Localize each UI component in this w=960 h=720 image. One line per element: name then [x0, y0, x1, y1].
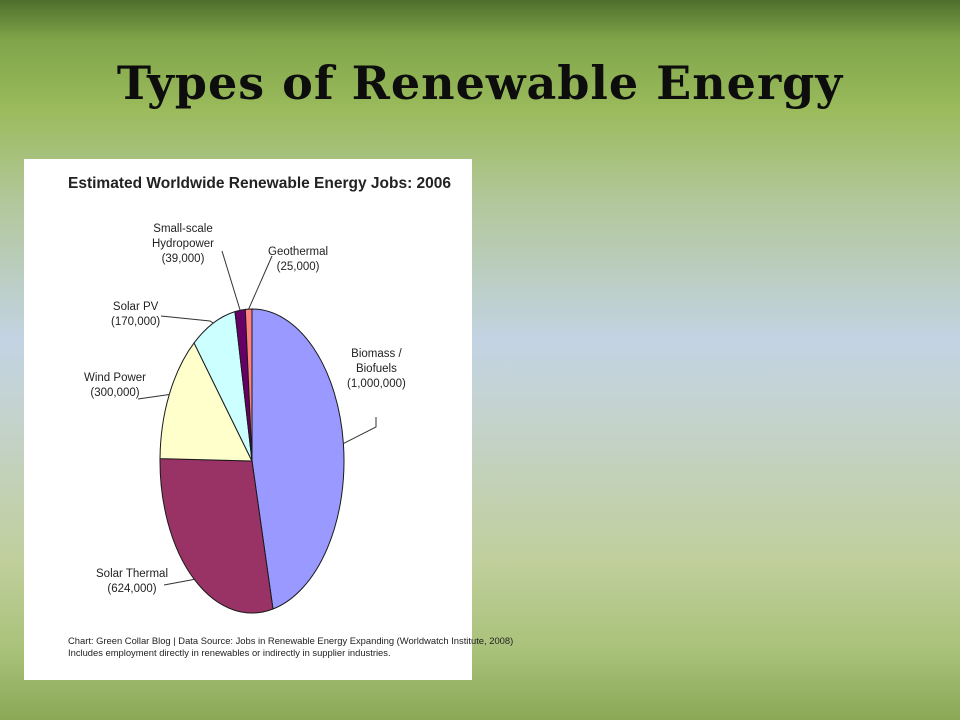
- leader-line-solar-pv: [160, 315, 214, 324]
- label-hydropower: Small-scale Hydropower (39,000): [152, 222, 214, 267]
- label-biomass-value: (1,000,000): [347, 378, 406, 390]
- chart-title: Estimated Worldwide Renewable Energy Job…: [68, 175, 452, 192]
- pie-slice-solar-thermal: [159, 458, 274, 614]
- label-geothermal-line-1: Geothermal: [268, 246, 329, 258]
- label-solar-pv-value: (170,000): [111, 316, 161, 328]
- leader-line-geothermal: [248, 255, 273, 310]
- pie-slices: [159, 308, 345, 614]
- label-biomass-line-1: Biomass /: [351, 348, 402, 360]
- label-wind-power: Wind Power (300,000): [84, 371, 146, 401]
- chart-footnote: Chart: Green Collar Blog | Data Source: …: [68, 635, 514, 659]
- leader-line-biomass: [343, 417, 377, 445]
- label-wind-power-value: (300,000): [90, 387, 140, 399]
- label-hydropower-value: (39,000): [161, 253, 205, 265]
- pie-slice-wind-power: [159, 341, 253, 462]
- footnote-line-note: Includes employment directly in renewabl…: [68, 647, 391, 658]
- label-geothermal-value: (25,000): [276, 261, 320, 273]
- label-biomass-line-2: Biofuels: [355, 363, 397, 375]
- chart-panel: Estimated Worldwide Renewable Energy Job…: [24, 159, 514, 680]
- label-wind-power-line-1: Wind Power: [84, 372, 146, 384]
- label-solar-thermal-value: (624,000): [107, 583, 157, 595]
- label-solar-pv-line-1: Solar PV: [112, 301, 159, 313]
- label-hydropower-line-1: Small-scale: [153, 223, 213, 235]
- label-solar-thermal: Solar Thermal (624,000): [96, 567, 168, 597]
- label-geothermal: Geothermal (25,000): [268, 245, 328, 275]
- footnote-line-source: Chart: Green Collar Blog | Data Source: …: [68, 635, 514, 646]
- label-biomass: Biomass / Biofuels (1,000,000): [347, 347, 406, 392]
- label-hydropower-line-2: Hydropower: [152, 238, 214, 250]
- leader-lines: [137, 250, 377, 586]
- pie-chart: [137, 250, 377, 614]
- leader-line-hydropower: [221, 250, 241, 311]
- leader-line-wind-power: [137, 394, 170, 400]
- label-solar-pv: Solar PV (170,000): [111, 300, 160, 330]
- label-solar-thermal-line-1: Solar Thermal: [96, 568, 169, 580]
- slide-title: Types of Renewable Energy: [116, 56, 844, 110]
- leader-line-solar-thermal: [163, 578, 195, 586]
